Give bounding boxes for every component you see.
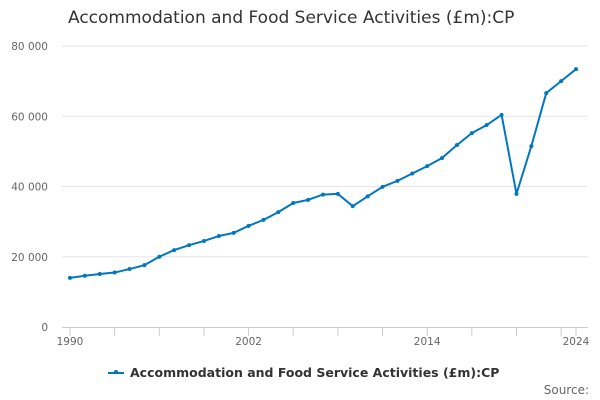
y-tick-label: 80 000 [11, 41, 48, 53]
data-point [112, 270, 117, 275]
data-point [231, 230, 236, 235]
data-point [559, 79, 564, 84]
data-point [97, 271, 102, 276]
y-tick-label: 40 000 [11, 182, 48, 194]
data-point [514, 191, 519, 196]
data-point [469, 131, 474, 136]
data-point [321, 192, 325, 197]
x-tick-label: 1990 [57, 336, 84, 348]
source-label: Source: [543, 383, 589, 397]
data-point [574, 67, 578, 72]
data-point [544, 91, 549, 96]
data-point [335, 191, 340, 196]
data-point [261, 217, 266, 222]
legend-label: Accommodation and Food Service Activitie… [130, 365, 500, 380]
data-point [454, 143, 459, 148]
data-point [276, 210, 281, 215]
data-point [187, 243, 192, 248]
y-tick-label: 20 000 [11, 252, 48, 264]
y-tick-label: 0 [41, 322, 48, 334]
data-point [380, 184, 385, 189]
data-point [499, 112, 504, 117]
data-point [306, 197, 311, 202]
chart-title: Accommodation and Food Service Activitie… [68, 8, 515, 28]
legend-line-marker-icon [108, 370, 124, 374]
data-point [291, 201, 296, 206]
data-point [68, 275, 72, 280]
data-point [440, 156, 445, 161]
x-tick-label: 2014 [414, 336, 441, 348]
data-point [410, 171, 415, 176]
x-tick-label: 2024 [563, 336, 590, 348]
data-point [484, 123, 489, 128]
data-point [246, 223, 251, 228]
data-point [201, 238, 206, 243]
data-point [82, 273, 87, 278]
y-tick-label: 60 000 [11, 111, 48, 123]
x-tick-label: 2002 [235, 336, 262, 348]
data-point [216, 234, 221, 239]
data-point [172, 248, 177, 253]
data-point [425, 164, 430, 169]
data-point [529, 144, 534, 149]
data-point [365, 194, 370, 199]
data-point [395, 178, 400, 183]
legend-item[interactable]: Accommodation and Food Service Activitie… [108, 365, 499, 380]
data-point [157, 254, 162, 259]
data-point [142, 263, 147, 268]
data-point [350, 204, 355, 209]
data-point [127, 267, 132, 272]
series-line [69, 68, 577, 279]
